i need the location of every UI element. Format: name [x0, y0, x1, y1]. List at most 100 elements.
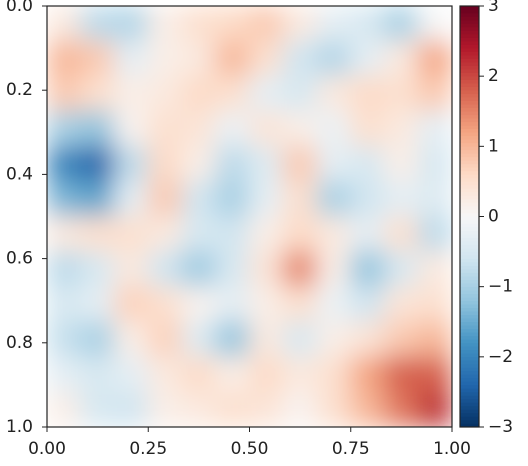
colorbar-swatch: [460, 398, 479, 403]
heatmap-cell: [114, 216, 149, 253]
heatmap-cell: [114, 356, 149, 393]
colorbar-swatch: [460, 100, 479, 105]
colorbar-swatch: [460, 321, 479, 326]
colorbar-swatch: [460, 117, 479, 123]
colorbar-swatch: [460, 156, 479, 161]
heatmap-cell: [147, 145, 183, 182]
colorbar-swatch: [460, 219, 479, 224]
heatmap-cell: [316, 356, 352, 393]
colorbar-swatch: [460, 240, 479, 245]
colorbar-swatch: [460, 272, 479, 277]
heatmap-cell: [47, 110, 82, 147]
heatmap-cell: [215, 321, 250, 358]
colorbar-swatch: [460, 282, 479, 287]
colorbar-swatch: [460, 9, 479, 14]
colorbar-swatch: [460, 30, 479, 35]
heatmap-cell: [215, 110, 250, 147]
heatmap-cell: [384, 110, 419, 147]
colorbar-swatch: [460, 5, 479, 10]
heatmap-cell: [249, 391, 284, 427]
heatmap-cell: [384, 356, 419, 393]
heatmap-cell: [417, 110, 452, 147]
colorbar-swatch: [460, 149, 479, 154]
colorbar-swatch: [460, 293, 479, 298]
heatmap-cell: [417, 40, 452, 77]
heatmap-cell: [47, 6, 82, 42]
colorbar-swatch: [460, 412, 479, 417]
colorbar-swatch: [460, 335, 479, 340]
colorbar-swatch: [460, 188, 479, 193]
colorbar-swatch: [460, 296, 479, 301]
heatmap-cell: [350, 145, 385, 182]
heatmap-cell: [249, 356, 284, 393]
heatmap-cell: [350, 6, 385, 42]
heatmap-cell: [316, 286, 352, 323]
heatmap-cell: [215, 251, 250, 288]
heatmap-cell: [181, 216, 217, 253]
colorbar-swatch: [460, 356, 479, 361]
heatmap-cell: [114, 391, 149, 427]
heatmap-cell: [316, 321, 352, 358]
colorbar-swatch: [460, 23, 479, 28]
colorbar-swatch: [460, 346, 479, 351]
heatmap-cell: [282, 180, 318, 217]
colorbar-swatch: [460, 275, 479, 280]
colorbar-swatch: [460, 160, 479, 165]
heatmap-cell: [147, 216, 183, 253]
heatmap-cell: [417, 321, 452, 358]
heatmap-cell: [47, 75, 82, 112]
colorbar-swatch: [460, 314, 479, 319]
heatmap-cell: [181, 6, 217, 42]
colorbar-swatch: [460, 146, 479, 151]
colorbar-swatch: [460, 107, 479, 112]
colorbar-swatch: [460, 37, 479, 42]
colorbar-swatch: [460, 251, 479, 256]
x-tick-label: 0.75: [332, 439, 370, 459]
heatmap-cell: [147, 251, 183, 288]
heatmap-cell: [282, 6, 318, 42]
heatmap-cell: [47, 40, 82, 77]
heatmap-cell: [147, 321, 183, 358]
colorbar-swatch: [460, 226, 479, 231]
heatmap-cell: [215, 391, 250, 427]
colorbar-swatch: [460, 405, 479, 410]
heatmap-cell: [282, 216, 318, 253]
colorbar-tick-label: 0: [488, 207, 499, 227]
heatmap-cell: [215, 6, 250, 42]
heatmap-cell: [249, 216, 284, 253]
heatmap-cell: [249, 286, 284, 323]
heatmap-cell: [181, 251, 217, 288]
colorbar-swatch: [460, 237, 479, 242]
heatmap-cell: [181, 356, 217, 393]
colorbar-tick-label: 3: [488, 0, 499, 16]
colorbar-swatch: [460, 96, 479, 102]
colorbar-swatch: [460, 381, 479, 386]
heatmap-cell: [417, 356, 452, 393]
colorbar-swatch: [460, 40, 479, 45]
heatmap-cell: [316, 251, 352, 288]
colorbar-swatch: [460, 205, 479, 210]
colorbar-swatch: [460, 19, 479, 24]
colorbar: [460, 5, 479, 428]
heatmap-cell: [114, 110, 149, 147]
heatmap-cell: [384, 75, 419, 112]
y-tick-label: 1.0: [6, 417, 33, 437]
heatmap-cell: [80, 321, 115, 358]
colorbar-swatch: [460, 12, 479, 17]
heatmap-cell: [417, 145, 452, 182]
heatmap-cell: [215, 145, 250, 182]
colorbar-swatch: [460, 68, 479, 73]
colorbar-swatch: [460, 198, 479, 203]
y-tick-label: 0.8: [6, 333, 33, 353]
colorbar-swatch: [460, 167, 479, 172]
colorbar-swatch: [460, 370, 479, 375]
colorbar-swatch: [460, 377, 479, 382]
colorbar-swatch: [460, 331, 479, 337]
x-tick-label: 1.00: [433, 439, 471, 459]
heatmap-cell: [80, 391, 115, 427]
heatmap-cell: [384, 145, 419, 182]
colorbar-swatch: [460, 61, 479, 66]
y-tick-label: 0.2: [6, 80, 33, 100]
heatmap-cell: [384, 321, 419, 358]
x-tick-label: 0.25: [129, 439, 167, 459]
